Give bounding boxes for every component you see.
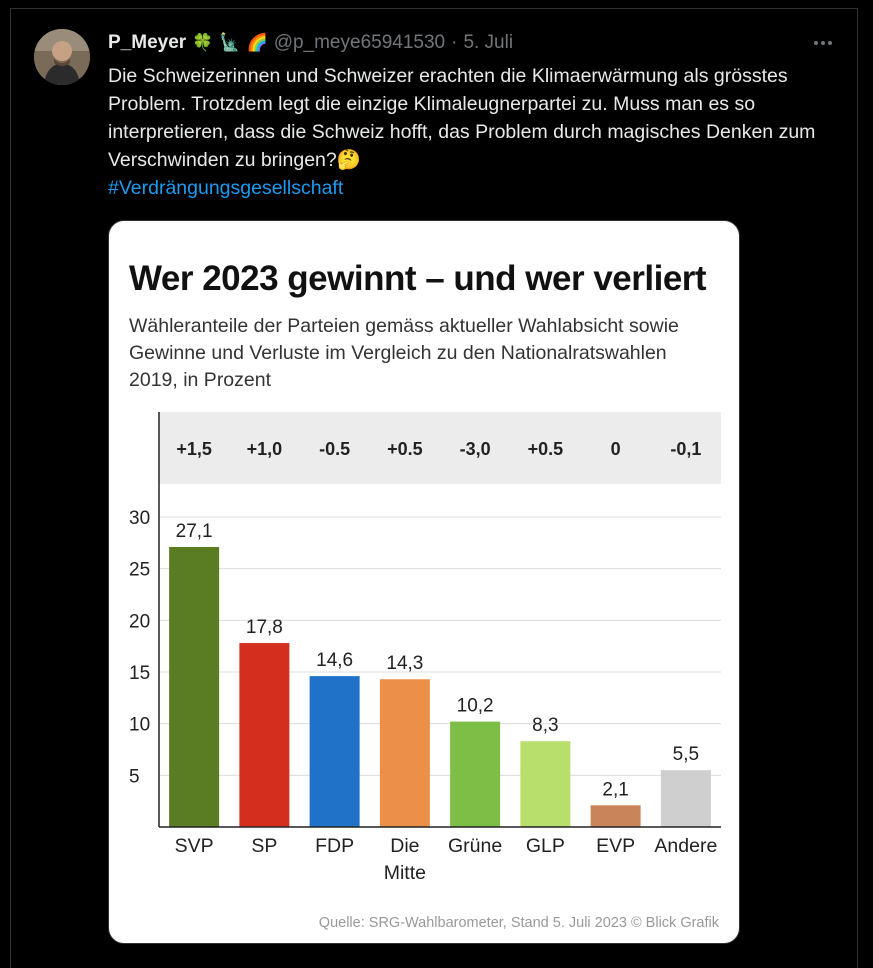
avatar[interactable]	[34, 29, 90, 85]
x-tick-label-7: Andere	[654, 835, 717, 857]
y-tick-label-20: 20	[129, 611, 150, 632]
bar-0	[169, 546, 220, 827]
value-label-1: 17,8	[246, 617, 283, 638]
tweet-date[interactable]: 5. Juli	[463, 32, 514, 53]
value-label-3: 14,3	[386, 653, 423, 674]
timeline-frame	[10, 8, 858, 968]
change-label-0: +1,5	[176, 439, 212, 459]
x-tick-label-3: Die	[390, 835, 419, 857]
clover-emoji: 🍀	[192, 33, 214, 52]
change-label-3: +0.5	[387, 439, 423, 459]
user-handle[interactable]: @p_meye65941530	[273, 32, 446, 53]
chart-source: Quelle: SRG-Wahlbarometer, Stand 5. Juli…	[318, 915, 719, 931]
y-tick-label-25: 25	[129, 560, 150, 581]
bar-chart: 5 10 15 20 25 30 27,1 +1,5 SVP 17,8 +1,0 SP 14,6 -0.5…	[129, 412, 721, 884]
chart-title: Wer 2023 gewinnt – und wer verliert	[129, 259, 707, 298]
statue-of-liberty-emoji: 🗽	[219, 33, 241, 52]
y-tick-label-10: 10	[129, 715, 150, 736]
tweet-media-image[interactable]: Wer 2023 gewinnt – und wer verliert Wähl…	[108, 220, 740, 944]
value-label-0: 27,1	[176, 521, 213, 542]
bar-3	[379, 679, 430, 827]
change-label-7: -0,1	[670, 439, 701, 459]
bar-7	[660, 770, 711, 827]
more-dots-icon	[814, 41, 832, 45]
value-label-2: 14,6	[316, 650, 353, 671]
x-tick-label-6: EVP	[596, 835, 635, 857]
change-band	[159, 412, 721, 484]
rainbow-emoji: 🌈	[246, 33, 268, 52]
value-label-6: 2,1	[602, 779, 628, 800]
y-tick-label-15: 15	[129, 663, 150, 684]
x-tick-label-3-line2: Mitte	[384, 862, 426, 884]
value-label-7: 5,5	[673, 744, 699, 765]
change-label-5: +0.5	[528, 439, 564, 459]
header-separator: ·	[451, 32, 458, 53]
change-label-4: -3,0	[460, 439, 491, 459]
change-label-6: 0	[611, 439, 621, 459]
y-tick-label-5: 5	[129, 766, 140, 787]
chart-subtitle: Wähleranteile der Parteien gemäss aktuel…	[129, 315, 679, 391]
more-icon[interactable]	[808, 30, 838, 56]
x-tick-label-2: FDP	[315, 835, 354, 857]
hashtag-link[interactable]: #Verdrängungsgesellschaft	[108, 177, 344, 199]
x-tick-label-1: SP	[251, 835, 277, 857]
bar-6	[590, 805, 641, 827]
y-tick-label-30: 30	[129, 508, 150, 529]
change-label-2: -0.5	[319, 439, 350, 459]
bar-1	[239, 643, 290, 827]
bar-2	[309, 676, 360, 827]
value-label-5: 8,3	[532, 715, 558, 736]
change-label-1: +1,0	[247, 439, 283, 459]
x-tick-label-0: SVP	[175, 835, 214, 857]
tweet-header: P_Meyer 🍀 🗽 🌈 @p_meye65941530 · 5. Juli	[108, 30, 513, 56]
x-tick-label-4: Grüne	[448, 835, 502, 857]
bar-5	[520, 741, 571, 827]
x-tick-label-5: GLP	[526, 835, 565, 857]
avatar-image	[34, 29, 90, 85]
display-name[interactable]: P_Meyer	[108, 32, 187, 53]
bar-4	[450, 721, 501, 827]
value-label-4: 10,2	[457, 696, 494, 717]
tweet-text: Die Schweizerinnen und Schweizer erachte…	[108, 65, 816, 171]
